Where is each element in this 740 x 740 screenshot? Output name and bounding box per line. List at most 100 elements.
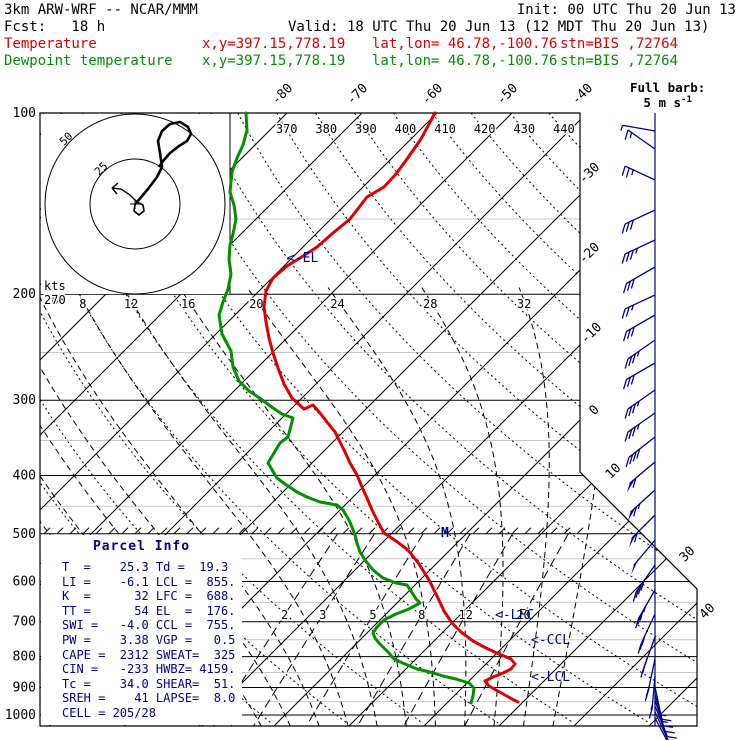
wind-barb bbox=[640, 636, 656, 678]
barb-legend-title: Full barb: bbox=[630, 80, 706, 95]
wind-barb bbox=[648, 675, 656, 719]
isotherm-top-label--60: -60 bbox=[419, 81, 446, 108]
moist-adiabat-label-20: 20 bbox=[249, 297, 263, 311]
dewpoint-latlon: lat,lon= 46.78,-100.76 bbox=[372, 53, 558, 69]
parcel-info-row: TT = 54 EL = 176. bbox=[62, 603, 236, 618]
pressure-label-500: 500 bbox=[13, 527, 36, 542]
parcel-info-row: CELL = 205/28 bbox=[62, 705, 156, 720]
pressure-label-400: 400 bbox=[13, 468, 36, 483]
mixing-ratio-label-2: 2 bbox=[281, 608, 288, 622]
wind-barb-column bbox=[620, 113, 677, 740]
forecast-hour: Fcst: 18 h bbox=[4, 19, 106, 35]
wind-barb bbox=[635, 589, 656, 629]
dry-adiabat-label-390: 390 bbox=[355, 122, 377, 136]
wind-barb bbox=[621, 239, 656, 264]
wind-barb bbox=[622, 314, 656, 342]
moist-adiabat-label-8: 8 bbox=[79, 297, 86, 311]
hodograph-units-label: kts bbox=[44, 279, 66, 293]
pressure-label-100: 100 bbox=[13, 106, 36, 121]
hodograph-ring-50 bbox=[44, 113, 226, 295]
dry-adiabat-label-380: 380 bbox=[315, 122, 337, 136]
ccl-marker-label: <-CCL bbox=[531, 633, 570, 648]
moist-adiabat-label-28: 28 bbox=[423, 297, 437, 311]
wind-barb bbox=[622, 266, 656, 294]
temperature-station: stn=BIS ,72764 bbox=[560, 36, 679, 52]
dewpoint-station: stn=BIS ,72764 bbox=[560, 53, 679, 69]
dry-adiabat-label-430: 430 bbox=[513, 122, 535, 136]
wind-barb bbox=[627, 489, 656, 522]
wind-barb bbox=[654, 711, 669, 740]
temperature-curve bbox=[262, 111, 520, 704]
wind-barb bbox=[628, 514, 656, 548]
pressure-label-300: 300 bbox=[13, 393, 36, 408]
wind-barb bbox=[644, 658, 656, 702]
el-marker-label: <-EL bbox=[287, 251, 318, 266]
wind-barb bbox=[621, 294, 656, 319]
moist-adiabat-label-12: 12 bbox=[124, 297, 138, 311]
lfc-marker-label: <-LFC bbox=[495, 608, 534, 623]
wind-barb bbox=[621, 209, 656, 234]
wind-barb bbox=[622, 362, 656, 390]
wind-barb bbox=[624, 389, 656, 419]
mixing-ratio-label-20: 20 bbox=[516, 608, 530, 622]
parcel-info-row: LI = -6.1 LCL = 855. bbox=[62, 574, 236, 589]
dry-adiabat-left-label-280: 280 bbox=[44, 293, 66, 307]
hodograph-ring-25 bbox=[89, 158, 181, 250]
moist-adiabat-label-24: 24 bbox=[330, 297, 344, 311]
m-marker-label: M bbox=[441, 526, 449, 541]
isotherm-top-label--50: -50 bbox=[494, 81, 521, 108]
mixing-ratio-label-5: 5 bbox=[369, 608, 376, 622]
isotherm-right-label-10: 10 bbox=[603, 461, 625, 483]
freezing-reference-line bbox=[43, 527, 584, 535]
parcel-info-row: Tc = 34.0 SHEAR= 51. bbox=[62, 676, 236, 691]
moist-adiabat-label-32: 32 bbox=[517, 297, 531, 311]
plot-frame bbox=[39, 112, 698, 727]
wind-barb bbox=[654, 717, 668, 740]
barb-legend-unit: 5 m s-1 bbox=[643, 95, 692, 111]
wind-barb bbox=[626, 461, 656, 493]
level-markers: <-EL <-LFC <-CCL <-LCL M bbox=[287, 251, 570, 685]
parcel-info-row: SWI = -4.0 CCL = 755. bbox=[62, 618, 236, 633]
wind-barb bbox=[630, 539, 656, 575]
pressure-label-800: 800 bbox=[13, 650, 36, 665]
mixing-ratio-label-8: 8 bbox=[418, 608, 425, 622]
wind-barb bbox=[621, 165, 656, 181]
pressure-label-200: 200 bbox=[13, 287, 36, 302]
barb-legend: Full barb: 5 m s-1 bbox=[630, 80, 706, 111]
dewpoint-legend: Dewpoint temperature bbox=[4, 53, 173, 69]
temperature-latlon: lat,lon= 46.78,-100.76 bbox=[372, 36, 558, 52]
isotherm-top-label--70: -70 bbox=[344, 81, 371, 108]
dry-adiabat-left-label-290: 290 bbox=[44, 293, 66, 307]
dry-adiabat-label-440: 440 bbox=[553, 122, 575, 136]
wind-barb bbox=[632, 564, 656, 602]
hodograph-arrowhead bbox=[111, 182, 119, 189]
lcl-marker-label: <-LCL bbox=[531, 670, 570, 685]
parcel-info-row: SREH = 41 LAPSE= 8.0 bbox=[62, 691, 236, 706]
parcel-info-row: T = 25.3 Td = 19.3 bbox=[62, 560, 229, 574]
pressure-label-700: 700 bbox=[13, 615, 36, 630]
temperature-legend: Temperature bbox=[4, 36, 97, 52]
isotherm-top-label--40: -40 bbox=[569, 81, 596, 108]
isotherm-right-label--10: -10 bbox=[578, 320, 605, 347]
hodograph-trace-surface-loop bbox=[133, 201, 145, 217]
isotherm-right-label-0: 0 bbox=[586, 402, 602, 418]
moist-adiabat-label-16: 16 bbox=[181, 297, 195, 311]
temperature-xy: x,y=397.15,778.19 bbox=[202, 36, 346, 52]
wind-barb bbox=[620, 124, 656, 132]
dry-adiabat-label-400: 400 bbox=[395, 122, 417, 136]
pressure-label-600: 600 bbox=[13, 574, 36, 589]
init-time: Init: 00 UTC Thu 20 Jun 13 bbox=[516, 2, 736, 18]
hodograph-trace-main bbox=[136, 120, 193, 203]
isotherm-right-label-30: 30 bbox=[677, 544, 699, 566]
isotherm-top-label--80: -80 bbox=[269, 81, 296, 108]
parcel-info-row: CIN = -233 HWBZ= 4159. bbox=[62, 662, 236, 677]
pressure-label-900: 900 bbox=[13, 680, 36, 695]
wind-barb bbox=[654, 705, 677, 739]
wind-barb bbox=[624, 412, 656, 442]
dewpoint-curve bbox=[217, 111, 476, 705]
parcel-info-row: K = 32 LFC = 688. bbox=[62, 589, 236, 604]
wind-barb bbox=[624, 129, 656, 150]
